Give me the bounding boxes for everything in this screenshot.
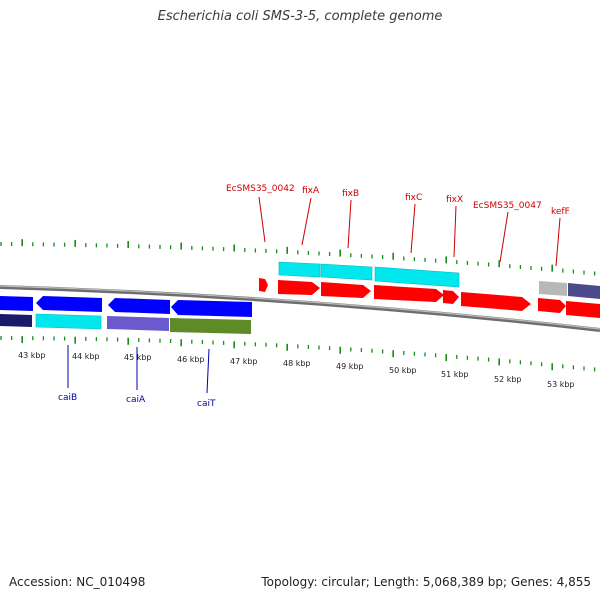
gene-label-fixA[interactable]: fixA xyxy=(302,186,320,196)
cds-caiB[interactable] xyxy=(35,313,102,330)
cds-caiA[interactable] xyxy=(107,316,169,331)
leader-line xyxy=(301,197,312,246)
cds-fixB[interactable] xyxy=(320,263,373,281)
ruler-labels: 43 kbp 44 kbp 45 kbp 46 kbp 47 kbp 48 kb… xyxy=(18,351,575,389)
gene-arrow-fixC[interactable] xyxy=(374,285,444,302)
genome-summary-text: Topology: circular; Length: 5,068,389 bp… xyxy=(261,575,591,589)
gene-label-EcSMS35_0047[interactable]: EcSMS35_0047 xyxy=(473,201,542,211)
gene-arrow[interactable] xyxy=(259,278,268,292)
forward-gene-labels: EcSMS35_0042 fixA fixB fixC fixX EcSMS35… xyxy=(226,184,570,267)
leader-line xyxy=(555,217,561,267)
reverse-gene-labels: caiB caiA caiT xyxy=(58,345,216,409)
gene-arrow-caiA[interactable] xyxy=(108,298,170,314)
ruler-label: 52 kbp xyxy=(494,375,522,384)
leader-line xyxy=(347,199,352,249)
ruler-label: 51 kbp xyxy=(441,370,469,379)
reverse-strand-track xyxy=(0,296,252,317)
ruler-label: 47 kbp xyxy=(230,357,258,366)
gene-arrow-kefF[interactable] xyxy=(538,298,566,313)
gene-label-fixB[interactable]: fixB xyxy=(342,189,359,199)
map-title: Escherichia coli SMS-3-5, complete genom… xyxy=(157,9,443,24)
gene-label-caiB[interactable]: caiB xyxy=(58,393,77,403)
gene-label-EcSMS35_0042[interactable]: EcSMS35_0042 xyxy=(226,184,295,194)
ruler-label: 49 kbp xyxy=(336,362,364,371)
ruler-label: 48 kbp xyxy=(283,359,311,368)
cds[interactable] xyxy=(0,314,32,327)
ruler-label: 46 kbp xyxy=(177,355,205,364)
gene-arrow-caiB[interactable] xyxy=(36,296,102,312)
leader-line xyxy=(453,205,457,258)
cds-fixC[interactable] xyxy=(374,266,460,288)
gene-arrow-fixB[interactable] xyxy=(321,282,371,298)
genome-backbone xyxy=(0,285,600,332)
cds-kefF[interactable] xyxy=(539,281,567,296)
gene-arrow-EcSMS35_0047[interactable] xyxy=(461,292,531,311)
gene-arrow-fixX[interactable] xyxy=(443,290,459,304)
leader-line xyxy=(499,211,509,263)
ruler-label: 53 kbp xyxy=(547,380,575,389)
ruler-label: 44 kbp xyxy=(72,352,100,361)
ruler-label: 50 kbp xyxy=(389,366,417,375)
outer-tick-ring xyxy=(0,239,596,276)
inner-tick-ring xyxy=(0,336,596,372)
gene-arrow-caiT[interactable] xyxy=(171,300,252,317)
genome-backbone-highlight xyxy=(0,285,600,330)
leader-line xyxy=(258,196,266,243)
cds-fixA[interactable] xyxy=(278,261,321,278)
gene-label-kefF[interactable]: kefF xyxy=(551,207,570,217)
cds-caiT[interactable] xyxy=(170,318,251,334)
ruler-label: 45 kbp xyxy=(124,353,152,362)
gene-arrow[interactable] xyxy=(0,296,33,311)
forward-cds-track xyxy=(278,261,600,299)
ruler-label: 43 kbp xyxy=(18,351,46,360)
gene-label-caiT[interactable]: caiT xyxy=(197,399,216,409)
leader-line xyxy=(410,203,416,254)
gene-arrow-next[interactable] xyxy=(566,301,600,318)
leader-line xyxy=(206,348,210,394)
gene-label-fixC[interactable]: fixC xyxy=(405,193,422,203)
forward-strand-track xyxy=(259,278,600,318)
cds-next[interactable] xyxy=(568,283,600,299)
accession-text: Accession: NC_010498 xyxy=(9,575,146,589)
gene-arrow-fixA[interactable] xyxy=(278,280,320,295)
gene-label-caiA[interactable]: caiA xyxy=(126,395,146,405)
reverse-cds-track xyxy=(0,313,251,334)
gene-label-fixX[interactable]: fixX xyxy=(446,195,463,205)
